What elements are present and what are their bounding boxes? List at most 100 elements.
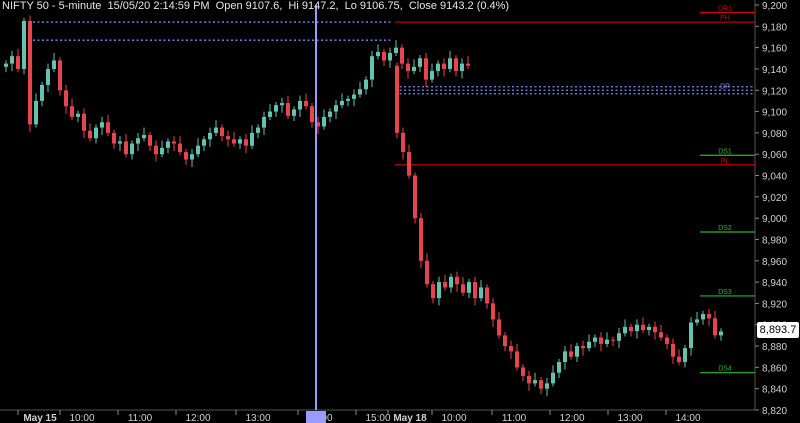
y-tick-label: 9,080 [762, 129, 787, 140]
candle-body [142, 135, 146, 139]
candle-body [466, 63, 470, 66]
candle-body [425, 260, 429, 285]
candle-body [28, 20, 32, 125]
candle-body [617, 333, 621, 341]
candle-body [226, 136, 230, 140]
candle-body [316, 122, 320, 127]
candle-body [352, 94, 356, 99]
candle-body [521, 367, 525, 376]
y-tick-label: 9,200 [762, 1, 787, 12]
candle-body [400, 47, 404, 64]
candle-body [304, 100, 308, 107]
x-tick-label: May 18 [393, 413, 427, 423]
candle-body [52, 60, 56, 69]
candle-body [232, 139, 236, 144]
candle-body [190, 154, 194, 160]
candle-body [623, 326, 627, 334]
candle-body [238, 139, 242, 144]
y-tick-label: 9,180 [762, 22, 787, 33]
candle-body [22, 20, 26, 69]
candle-body [449, 276, 453, 288]
x-tick-label: 12:00 [559, 413, 584, 423]
candle-body [635, 324, 639, 332]
candle-body [166, 141, 170, 148]
candle-body [136, 138, 140, 144]
candle-body [274, 105, 278, 112]
crosshair-time-marker [306, 411, 326, 423]
symbol-label: NIFTY 50 [2, 0, 49, 12]
candle-body [424, 58, 428, 80]
candle-body [695, 319, 699, 323]
x-tick-label: 13:00 [617, 413, 642, 423]
open-label: Open 9107.6, [215, 0, 283, 12]
candle-body [148, 135, 152, 146]
candle-body [569, 351, 573, 357]
candle-body [88, 130, 92, 139]
candle-body [677, 356, 681, 363]
candle-body [346, 98, 350, 101]
candle-body [100, 122, 104, 128]
candle-body [442, 63, 446, 69]
candle-body [431, 284, 435, 299]
candle-body [551, 372, 555, 384]
candle-body [382, 51, 386, 61]
candle-body [515, 351, 519, 368]
candle-body [436, 63, 440, 72]
level-label-pl: PL [721, 158, 730, 165]
candle-body [94, 127, 98, 139]
candle-body [683, 348, 687, 363]
low-label: Lo 9106.75, [344, 0, 403, 12]
candle-body [503, 335, 507, 347]
level-label-ds4: DS4 [718, 366, 732, 373]
candle-body [418, 58, 422, 67]
level-label-dp: DP [720, 83, 730, 90]
datetime-label: 15/05/20 2:14:59 PM [107, 0, 210, 12]
candle-body [527, 375, 531, 384]
candle-body [430, 71, 434, 80]
candle-body [545, 383, 549, 389]
candle-body [575, 346, 579, 357]
x-tick-label: 14:00 [675, 413, 700, 423]
candle-body [214, 127, 218, 133]
candle-body [587, 341, 591, 349]
y-tick-label: 8,840 [762, 385, 787, 396]
candle-body [641, 324, 645, 331]
candle-body [491, 303, 495, 320]
candle-body [653, 326, 657, 333]
candle-body [4, 63, 8, 67]
level-label-ds3: DS3 [718, 289, 732, 296]
candle-body [455, 276, 459, 285]
candle-body [461, 284, 465, 293]
candle-body [376, 51, 380, 57]
candle-body [106, 122, 110, 133]
y-tick-label: 9,060 [762, 150, 787, 161]
candle-body [394, 47, 398, 53]
y-tick-label: 9,120 [762, 86, 787, 97]
candle-body [310, 106, 314, 123]
candle-body [701, 314, 705, 320]
candle-body [665, 337, 669, 344]
candle-body [154, 145, 158, 155]
y-tick-label: 8,880 [762, 342, 787, 353]
candle-body [707, 314, 711, 319]
candle-body [599, 337, 603, 344]
candle-body [244, 139, 248, 146]
candle-body [64, 90, 68, 107]
candle-body [34, 100, 38, 125]
y-tick-label: 8,820 [762, 406, 787, 417]
candle-body [467, 282, 471, 293]
candle-body [172, 141, 176, 144]
high-label: Hi 9147.2, [288, 0, 339, 12]
candle-body [196, 145, 200, 155]
level-label-ds2: DS2 [718, 225, 732, 232]
candle-body [334, 105, 338, 112]
candle-body [184, 152, 188, 160]
candle-body [407, 152, 411, 176]
candle-body [388, 52, 392, 61]
candle-body [509, 346, 513, 352]
candle-body [298, 100, 302, 110]
candle-body [611, 339, 615, 341]
candle-body [358, 89, 362, 95]
